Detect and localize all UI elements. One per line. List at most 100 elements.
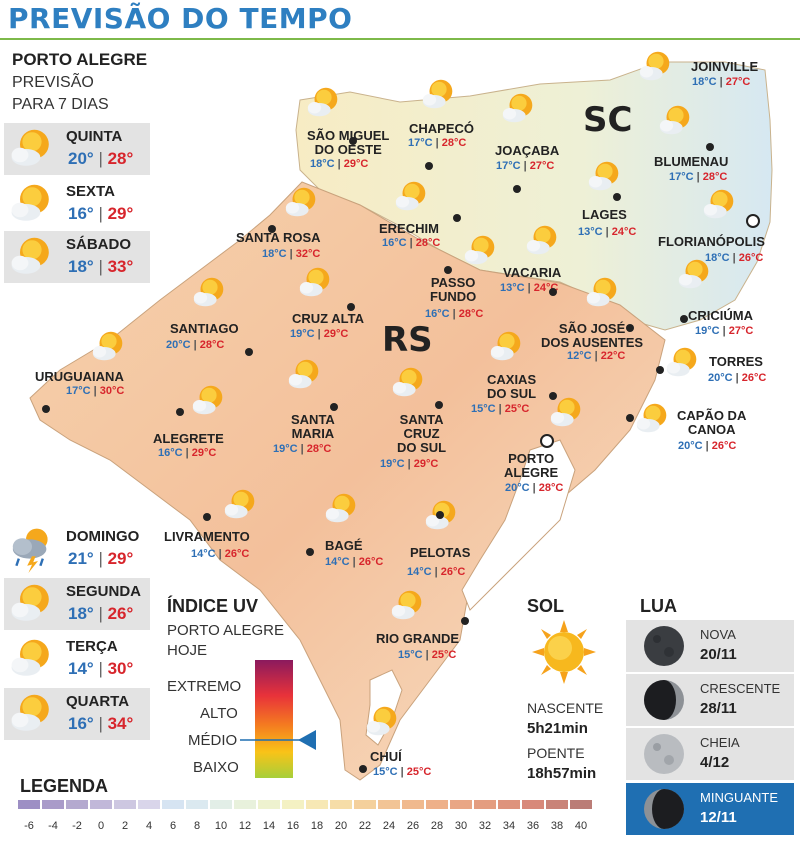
city-temps-capão-da-canoa: 20°C | 26°C xyxy=(678,440,736,452)
temp-separator: | xyxy=(93,604,108,623)
city-name-porto-alegre: PORTO ALEGRE xyxy=(504,451,559,480)
rs-region xyxy=(29,181,666,781)
city-marker xyxy=(42,405,50,413)
temp-separator: | xyxy=(529,482,539,494)
temp-separator: | xyxy=(90,385,100,397)
legend-swatch xyxy=(90,800,112,809)
legend-swatch xyxy=(114,800,136,809)
city-min-temp: 20°C xyxy=(708,372,733,384)
legend-tick: 0 xyxy=(97,820,105,832)
city-min-temp: 19°C xyxy=(380,458,405,470)
city-marker xyxy=(680,315,688,323)
day-min-temp: 16° xyxy=(68,204,94,223)
forecast-day-sábado: SÁBADO 18° | 33° xyxy=(4,231,150,283)
storm-icon xyxy=(12,528,48,573)
legend-tick: 18 xyxy=(310,820,324,832)
legend-swatch xyxy=(306,800,328,809)
sunset-time: 18h57min xyxy=(527,765,597,782)
title-divider xyxy=(0,38,800,40)
city-marker xyxy=(453,214,461,222)
city-max-temp: 28°C xyxy=(441,137,467,149)
legend-tick: 16 xyxy=(286,820,300,832)
sun-cloud-icon xyxy=(288,359,319,389)
city-temps-são-miguel-do-oeste: 18°C | 29°C xyxy=(310,158,368,170)
day-min-temp: 16° xyxy=(68,714,94,733)
state-label-rs: RS xyxy=(382,320,433,360)
city-name-são-miguel-do-oeste: SÃO MIGUEL DO OESTE xyxy=(307,128,390,157)
day-max-temp: 26° xyxy=(107,604,134,623)
forecast-day-terça: TERÇA 14° | 30° xyxy=(4,633,150,685)
city-temps-santa-maria: 19°C | 28°C xyxy=(273,443,331,455)
city-marker xyxy=(461,617,469,625)
day-name: DOMINGO xyxy=(66,528,140,545)
temp-separator: | xyxy=(314,328,324,340)
day-name: TERÇA xyxy=(66,638,118,655)
city-max-temp: 29°C xyxy=(413,458,439,470)
city-name-alegrete: ALEGRETE xyxy=(153,431,224,446)
city-min-temp: 15°C xyxy=(398,649,423,661)
city-temps-rio-grande: 15°C | 25°C xyxy=(398,649,456,661)
sun-cloud-icon xyxy=(11,584,49,621)
day-max-temp: 34° xyxy=(107,714,134,733)
city-min-temp: 18°C xyxy=(310,158,335,170)
city-min-temp: 12°C xyxy=(567,350,592,362)
sun-cloud-icon xyxy=(678,259,709,289)
moon-phase-name: CHEIA xyxy=(700,735,740,750)
day-min-temp: 18° xyxy=(68,604,94,623)
day-min-temp: 18° xyxy=(68,257,94,276)
moon-phase-cheia: CHEIA 4/12 xyxy=(626,728,794,780)
legend-swatch xyxy=(210,800,232,809)
city-max-temp: 28°C xyxy=(199,339,225,351)
city-marker xyxy=(268,225,276,233)
forecast-city: PORTO ALEGRE xyxy=(12,50,148,69)
city-name-florianópolis: FLORIANÓPOLIS xyxy=(658,234,765,249)
day-name: SÁBADO xyxy=(66,236,132,253)
city-marker xyxy=(513,185,521,193)
legend-title: LEGENDA xyxy=(20,776,109,796)
sun-cloud-icon xyxy=(11,237,49,274)
moon-title: LUA xyxy=(640,596,677,616)
city-max-temp: 28°C xyxy=(702,171,728,183)
legend-tick: -4 xyxy=(48,820,58,832)
forecast-day-sexta: SEXTA 16° | 29° xyxy=(4,178,150,230)
city-max-temp: 29°C xyxy=(343,158,369,170)
city-marker xyxy=(706,143,714,151)
capital-marker xyxy=(746,214,760,228)
legend-tick: 28 xyxy=(430,820,444,832)
city-max-temp: 27°C xyxy=(725,76,751,88)
city-temps-bagé: 14°C | 26°C xyxy=(325,556,383,568)
legend-swatch xyxy=(426,800,448,809)
uv-level-extremo: EXTREMO xyxy=(167,678,242,695)
temp-separator: | xyxy=(716,76,726,88)
legend-swatch xyxy=(234,800,256,809)
city-name-santa-cruz-do-sul: SANTA CRUZ DO SUL xyxy=(397,412,447,455)
sun-cloud-icon xyxy=(325,493,356,523)
temp-separator: | xyxy=(449,308,459,320)
temp-separator: | xyxy=(93,204,108,223)
legend-tick: 36 xyxy=(526,820,540,832)
legend-tick: -6 xyxy=(24,820,34,832)
city-name-cruz-alta: CRUZ ALTA xyxy=(292,311,364,326)
city-temps-santa-cruz-do-sul: 19°C | 29°C xyxy=(380,458,438,470)
city-max-temp: 29°C xyxy=(191,447,217,459)
city-name-criciúma: CRICIÚMA xyxy=(688,308,753,323)
city-name-chapecó: CHAPECÓ xyxy=(409,121,475,136)
day-name: SEGUNDA xyxy=(66,583,142,600)
city-name-rio-grande: RIO GRANDE xyxy=(376,631,460,646)
day-temps: 18° | 26° xyxy=(68,604,133,624)
legend-swatch xyxy=(162,800,184,809)
temp-separator: | xyxy=(732,372,742,384)
city-max-temp: 30°C xyxy=(99,385,125,397)
forecast-day-segunda: SEGUNDA 18° | 26° xyxy=(4,578,150,630)
day-max-temp: 29° xyxy=(107,549,134,568)
forecast-day-domingo: DOMINGO 21° | 29° xyxy=(4,523,150,575)
legend-swatch xyxy=(138,800,160,809)
legend-tick: -2 xyxy=(72,820,82,832)
city-min-temp: 17°C xyxy=(669,171,694,183)
moon-icon xyxy=(644,680,684,720)
sun-cloud-icon xyxy=(392,367,423,397)
moon-icon xyxy=(644,626,684,666)
day-temps: 16° | 34° xyxy=(68,714,133,734)
city-max-temp: 26°C xyxy=(741,372,767,384)
city-temps-chapecó: 17°C | 28°C xyxy=(408,137,466,149)
